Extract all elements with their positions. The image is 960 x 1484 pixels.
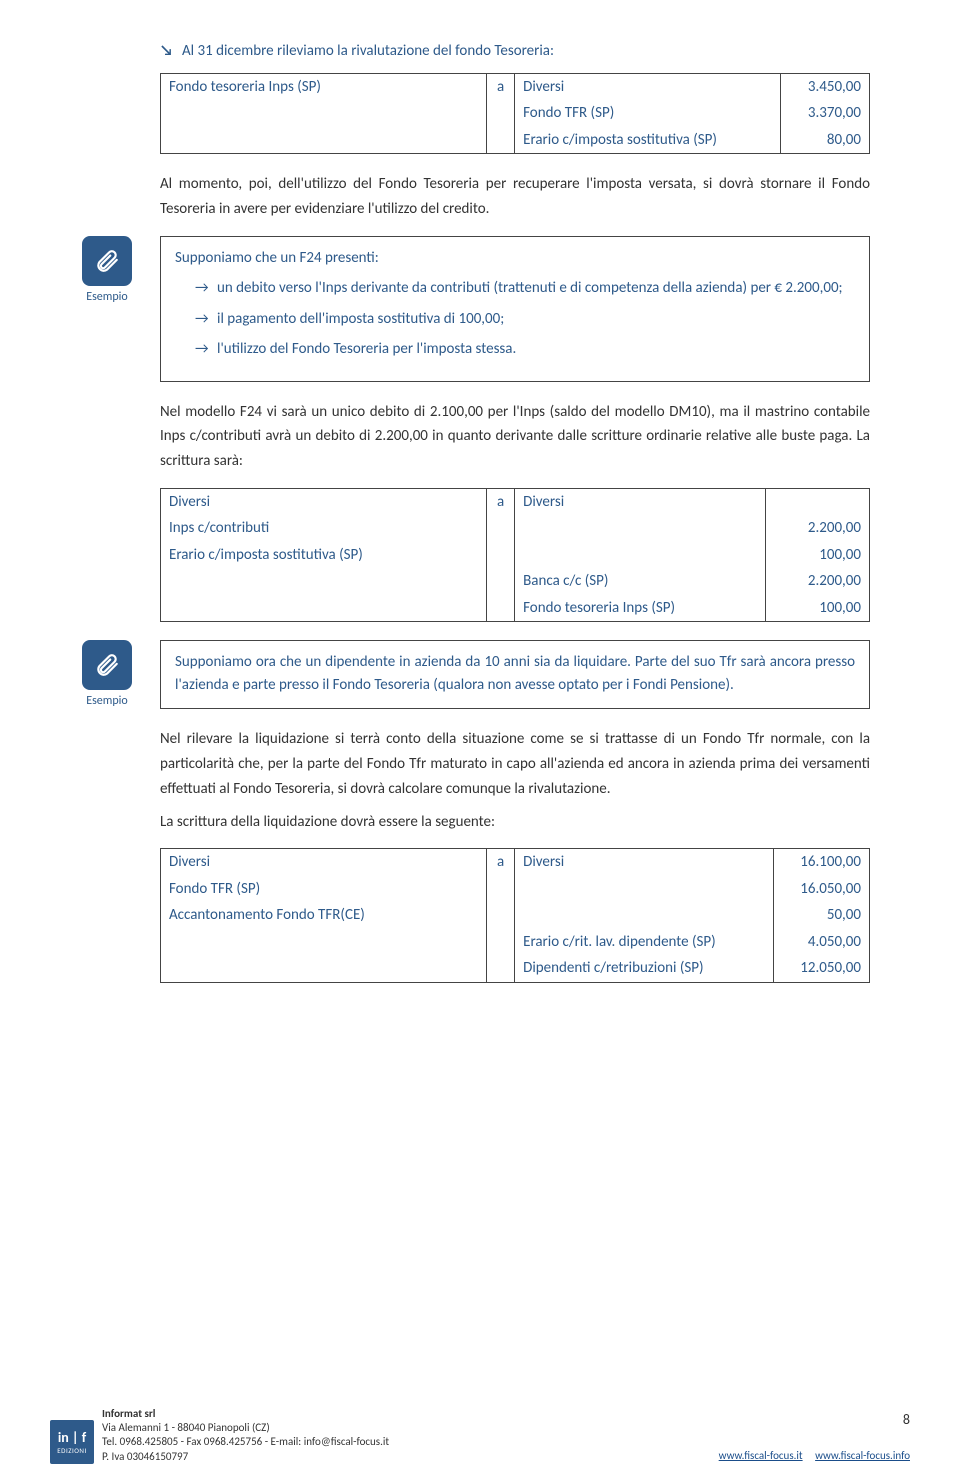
publisher-info: Informat srl Via Alemanni 1 - 88040 Pian… xyxy=(102,1407,389,1464)
cell: a xyxy=(487,73,515,100)
cell: Inps c/contributi xyxy=(161,515,487,542)
example-box-2: Supponiamo ora che un dipendente in azie… xyxy=(160,640,870,709)
paragraph: Nel modello F24 vi sarà un unico debito … xyxy=(160,400,870,474)
cell: 3.450,00 xyxy=(781,73,870,100)
cell: Diversi xyxy=(515,73,781,100)
cell: Accantonamento Fondo TFR(CE) xyxy=(161,902,487,929)
cell: Fondo tesoreria Inps (SP) xyxy=(161,73,487,100)
cell: Erario c/imposta sostitutiva (SP) xyxy=(515,127,781,154)
cell: 16.050,00 xyxy=(773,876,869,903)
cell: a xyxy=(487,488,515,515)
cell: Diversi xyxy=(515,849,774,876)
cell: 100,00 xyxy=(765,595,869,622)
cell: Fondo tesoreria Inps (SP) xyxy=(515,595,766,622)
paragraph: Al momento, poi, dell'utilizzo del Fondo… xyxy=(160,172,870,222)
example-box-1: Supponiamo che un F24 presenti: →un debi… xyxy=(160,236,870,382)
cell: 80,00 xyxy=(781,127,870,154)
cell: a xyxy=(487,849,515,876)
footer-link[interactable]: www.fiscal-focus.it xyxy=(719,1449,803,1462)
page-number: 8 xyxy=(709,1409,910,1430)
contact: Tel. 0968.425805 - Fax 0968.425756 - E-m… xyxy=(102,1435,389,1449)
cell: Dipendenti c/retribuzioni (SP) xyxy=(515,955,774,982)
paragraph: Nel rilevare la liquidazione si terrà co… xyxy=(160,727,870,801)
arrow-icon: → xyxy=(195,308,217,331)
cell: Diversi xyxy=(161,849,487,876)
cell: 2.200,00 xyxy=(765,515,869,542)
bullet-text: il pagamento dell'imposta sostitutiva di… xyxy=(217,308,504,331)
cell: 3.370,00 xyxy=(781,100,870,127)
cell: Fondo TFR (SP) xyxy=(161,876,487,903)
paragraph: La scrittura della liquidazione dovrà es… xyxy=(160,810,870,835)
arrow-icon: → xyxy=(195,277,217,300)
journal-table-2: Diversi a Diversi Inps c/contributi 2.20… xyxy=(160,488,870,623)
logo-subtext: EDIZIONI xyxy=(57,1447,86,1454)
arrow-icon: ↘ xyxy=(160,42,173,60)
cell: Diversi xyxy=(161,488,487,515)
esempio-label: Esempio xyxy=(74,692,140,710)
company-name: Informat srl xyxy=(102,1407,389,1421)
cell: Erario c/imposta sostitutiva (SP) xyxy=(161,542,487,569)
cell: 50,00 xyxy=(773,902,869,929)
arrow-icon: → xyxy=(195,338,217,361)
cell: 2.200,00 xyxy=(765,568,869,595)
box-lead: Supponiamo che un F24 presenti: xyxy=(175,247,855,270)
box-text: Supponiamo ora che un dipendente in azie… xyxy=(175,651,855,696)
cell: Diversi xyxy=(515,488,766,515)
bullet-text: l'utilizzo del Fondo Tesoreria per l'imp… xyxy=(217,338,516,361)
cell: Erario c/rit. lav. dipendente (SP) xyxy=(515,929,774,956)
esempio-label: Esempio xyxy=(74,288,140,306)
journal-table-1: Fondo tesoreria Inps (SP) a Diversi 3.45… xyxy=(160,73,870,155)
section-intro: ↘ Al 31 dicembre rileviamo la rivalutazi… xyxy=(160,40,870,63)
footer-link[interactable]: www.fiscal-focus.info xyxy=(815,1449,910,1462)
publisher-logo: in | f EDIZIONI xyxy=(50,1420,94,1464)
paperclip-icon xyxy=(82,236,132,286)
address: Via Alemanni 1 - 88040 Pianopoli (CZ) xyxy=(102,1421,389,1435)
cell: Banca c/c (SP) xyxy=(515,568,766,595)
cell: 4.050,00 xyxy=(773,929,869,956)
esempio-badge: Esempio xyxy=(74,236,140,306)
cell: 100,00 xyxy=(765,542,869,569)
logo-text: in | f xyxy=(58,1431,86,1445)
vat: P. Iva 03046150797 xyxy=(102,1450,389,1464)
cell: 16.100,00 xyxy=(773,849,869,876)
page-footer: in | f EDIZIONI Informat srl Via Alemann… xyxy=(50,1407,910,1464)
esempio-badge: Esempio xyxy=(74,640,140,710)
cell: 12.050,00 xyxy=(773,955,869,982)
cell: Fondo TFR (SP) xyxy=(515,100,781,127)
intro-text: Al 31 dicembre rileviamo la rivalutazion… xyxy=(182,42,554,60)
bullet-text: un debito verso l'Inps derivante da cont… xyxy=(217,277,843,300)
paperclip-icon xyxy=(82,640,132,690)
journal-table-3: Diversi a Diversi 16.100,00 Fondo TFR (S… xyxy=(160,848,870,983)
